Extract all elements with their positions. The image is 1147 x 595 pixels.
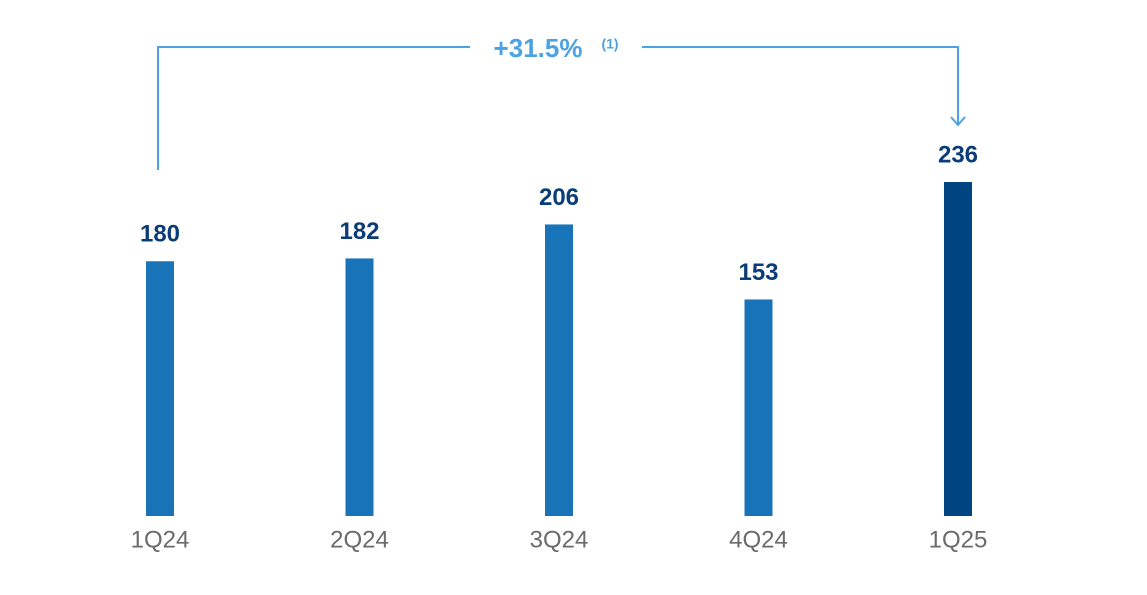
arrow-left-leg [157,46,470,170]
x-tick-label: 1Q24 [131,526,190,553]
arrow-right-leg [642,46,959,125]
x-tick-label: 3Q24 [530,526,589,553]
x-tick-label: 1Q25 [929,526,988,553]
value-label: 206 [539,184,579,211]
bar [545,224,573,516]
footnote-marker: (1) [601,36,618,52]
change-annotation: +31.5% [494,33,583,63]
arrow-head [950,116,966,127]
value-label: 153 [738,259,778,286]
value-label: 180 [140,221,180,248]
bar [345,258,374,516]
value-label: 236 [938,141,978,168]
bar [944,182,972,516]
bar [744,299,773,516]
change-arrow [157,46,966,170]
value-label: 182 [339,218,379,245]
x-tick-label: 2Q24 [330,526,389,553]
bar [146,261,174,516]
x-tick-label: 4Q24 [729,526,788,553]
